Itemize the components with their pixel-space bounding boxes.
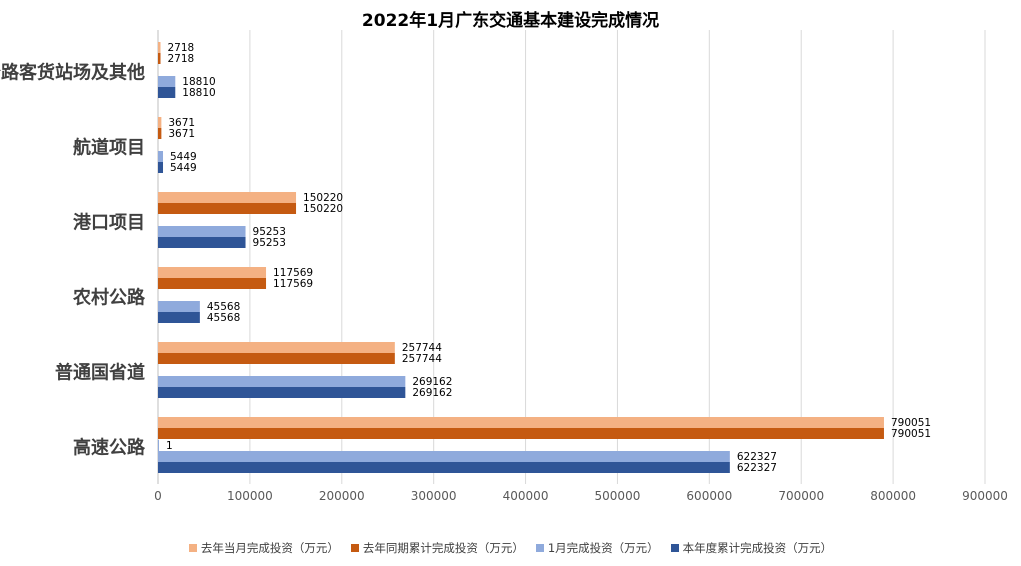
bar [158, 53, 161, 64]
x-tick-label: 800000 [870, 489, 916, 503]
legend-item: 1月完成投资（万元） [535, 540, 659, 556]
legend-label: 本年度累计完成投资（万元） [682, 541, 833, 555]
bar [158, 192, 297, 203]
data-label: 45568 [207, 312, 240, 324]
data-label: 45568 [207, 301, 240, 313]
legend-swatch [350, 544, 359, 552]
data-label: 5449 [170, 162, 197, 174]
bar [158, 451, 730, 462]
data-label: 5449 [170, 151, 197, 163]
data-label: 622327 [737, 451, 777, 463]
bar [158, 301, 200, 312]
data-label: 95253 [253, 237, 286, 249]
legend-item: 去年当月完成投资（万元） [188, 540, 339, 556]
bar [158, 162, 164, 173]
x-tick-label: 700000 [778, 489, 824, 503]
bar [158, 278, 267, 289]
bar [158, 151, 164, 162]
category-label: 高速公路 [73, 437, 146, 459]
bar [158, 428, 884, 439]
legend-label: 去年当月完成投资（万元） [200, 541, 339, 555]
category-label: 港口项目 [73, 213, 145, 234]
data-label: 790051 [891, 428, 931, 440]
bar [158, 203, 297, 214]
legend-item: 本年度累计完成投资（万元） [670, 540, 833, 556]
category-label: 普通国省道 [55, 362, 145, 384]
bar [158, 462, 730, 473]
legend-swatch [670, 544, 679, 552]
legend-label: 去年同期累计完成投资（万元） [362, 541, 524, 555]
data-label: 18810 [182, 76, 215, 88]
bar [158, 226, 246, 237]
data-label: 790051 [891, 417, 931, 429]
data-label: 150220 [303, 203, 343, 215]
data-label: 117569 [273, 267, 313, 279]
bar [158, 312, 200, 323]
data-label: 257744 [402, 353, 442, 365]
bar [158, 237, 246, 248]
x-tick-label: 200000 [319, 489, 365, 503]
category-label: 农村公路 [72, 287, 146, 309]
x-tick-label: 500000 [595, 489, 641, 503]
legend-label: 1月完成投资（万元） [547, 541, 659, 555]
data-label: 622327 [737, 462, 777, 474]
bar [158, 440, 159, 451]
bar [158, 353, 395, 364]
x-tick-label: 600000 [686, 489, 732, 503]
category-label: 公路客货站场及其他 [0, 62, 145, 84]
data-label: 2718 [167, 42, 194, 54]
bar [158, 387, 406, 398]
legend-swatch [188, 544, 197, 552]
bar [158, 128, 162, 139]
data-label: 95253 [253, 226, 286, 238]
bar [158, 76, 176, 87]
data-label: 150220 [303, 192, 343, 204]
chart-title: 2022年1月广东交通基本建设完成情况 [361, 11, 660, 31]
category-label: 航道项目 [73, 137, 145, 159]
x-tick-label: 400000 [503, 489, 549, 503]
bar [158, 376, 406, 387]
legend-item: 去年同期累计完成投资（万元） [350, 540, 524, 556]
bar [158, 87, 176, 98]
data-label: 269162 [412, 376, 452, 388]
bar [158, 417, 884, 428]
x-tick-label: 900000 [962, 489, 1008, 503]
data-label: 3671 [168, 117, 195, 129]
data-label: 1 [166, 440, 173, 452]
bar [158, 267, 267, 278]
legend: 去年当月完成投资（万元） 去年同期累计完成投资（万元） 1月完成投资（万元） 本年度累… [0, 540, 1021, 556]
legend-swatch [535, 544, 544, 552]
x-tick-label: 0 [154, 489, 162, 503]
x-tick-label: 100000 [227, 489, 273, 503]
x-tick-label: 300000 [411, 489, 457, 503]
data-label: 18810 [182, 87, 215, 99]
bar [158, 117, 162, 128]
bar [158, 342, 395, 353]
data-label: 3671 [168, 128, 195, 140]
data-label: 117569 [273, 278, 313, 290]
data-label: 2718 [167, 53, 194, 65]
data-label: 269162 [412, 387, 452, 399]
bar [158, 42, 161, 53]
data-label: 257744 [402, 342, 442, 354]
